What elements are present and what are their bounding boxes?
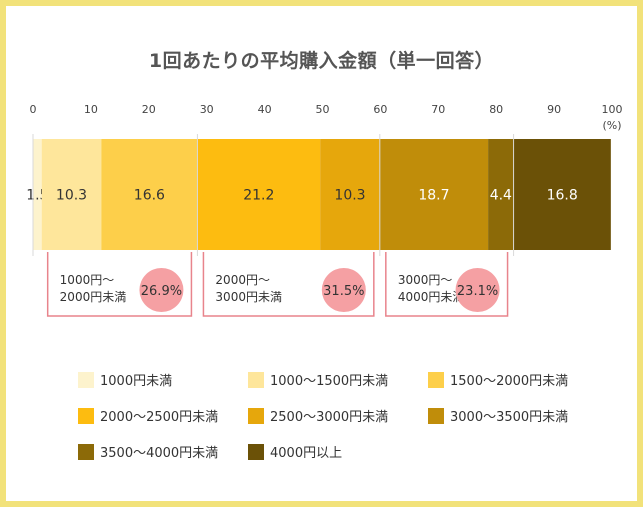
group-value: 23.1% [457, 284, 498, 299]
legend-item: 3000〜3500円未満 [428, 406, 568, 425]
x-tick-label: 70 [431, 103, 445, 116]
bar-segment [197, 139, 321, 250]
group-bracket [202, 252, 375, 317]
x-tick-label: 50 [316, 103, 330, 116]
legend-label: 3000〜3500円未満 [450, 410, 569, 425]
legend-swatch [428, 407, 444, 424]
group-bracket [385, 252, 509, 317]
group-label: 2000円未満 [60, 290, 127, 304]
data-label: 16.8 [547, 188, 578, 204]
group-label: 4000円未満 [398, 290, 465, 304]
group-value: 31.5% [323, 284, 364, 299]
chart-title: 1回あたりの平均購入金額（単一回答） [148, 50, 495, 72]
legend-item: 1000円未満 [78, 370, 172, 389]
x-tick-label: 40 [258, 103, 272, 116]
bar-segment [41, 139, 102, 250]
legend-label: 3500〜4000円未満 [100, 446, 219, 461]
legend-swatch [428, 371, 444, 388]
x-tick-label: 80 [489, 103, 503, 116]
legend-label: 4000円以上 [270, 446, 343, 461]
legend-swatch [78, 371, 94, 388]
data-label: 21.2 [243, 188, 274, 204]
legend-label: 1000〜1500円未満 [270, 374, 389, 389]
x-tick-label: 60 [373, 103, 387, 116]
group-badge [139, 268, 184, 312]
bar-segment [513, 139, 611, 250]
legend-label: 2500〜3000円未満 [270, 410, 389, 425]
data-label: 10.3 [56, 188, 87, 204]
legend-label: 2000〜2500円未満 [100, 410, 219, 425]
group-badge [455, 268, 500, 312]
x-tick-label: 90 [547, 103, 561, 116]
x-tick-label: 20 [142, 103, 156, 116]
legend-swatch [248, 443, 264, 460]
data-label: 16.6 [134, 188, 165, 204]
legend-swatch [78, 407, 94, 424]
legend-label: 1500〜2000円未満 [450, 374, 569, 389]
legend-item: 2500〜3000円未満 [248, 406, 388, 425]
data-label: 10.3 [334, 188, 365, 204]
data-label: 18.7 [418, 188, 449, 204]
legend-label: 1000円未満 [100, 374, 173, 389]
group-badge [321, 268, 366, 312]
x-tick-label: 100 [602, 103, 623, 116]
group-bracket [46, 252, 193, 317]
x-tick-label: 30 [200, 103, 214, 116]
legend-item: 1500〜2000円未満 [428, 370, 568, 389]
legend-swatch [248, 407, 264, 424]
bar-segment [488, 139, 514, 250]
legend-item: 2000〜2500円未満 [78, 406, 218, 425]
legend-swatch [78, 443, 94, 460]
group-label: 3000円未満 [215, 290, 282, 304]
group-value: 26.9% [141, 284, 182, 299]
legend-swatch [248, 371, 264, 388]
legend-item: 1000〜1500円未満 [248, 370, 388, 389]
legend-item: 3500〜4000円未満 [78, 442, 218, 461]
legend-item: 4000円以上 [248, 442, 342, 461]
bar-segment [320, 139, 380, 250]
bar-segment [379, 139, 489, 250]
x-tick-label: 0 [30, 103, 37, 116]
x-unit-label: (%) [602, 119, 621, 132]
group-label: 2000円〜 [215, 273, 270, 287]
data-label: 4.4 [490, 188, 512, 204]
group-label: 1000円〜 [60, 273, 115, 287]
group-label: 3000円〜 [398, 273, 453, 287]
bar-segment [33, 139, 42, 250]
bar-segment [101, 139, 198, 250]
x-tick-label: 10 [84, 103, 98, 116]
